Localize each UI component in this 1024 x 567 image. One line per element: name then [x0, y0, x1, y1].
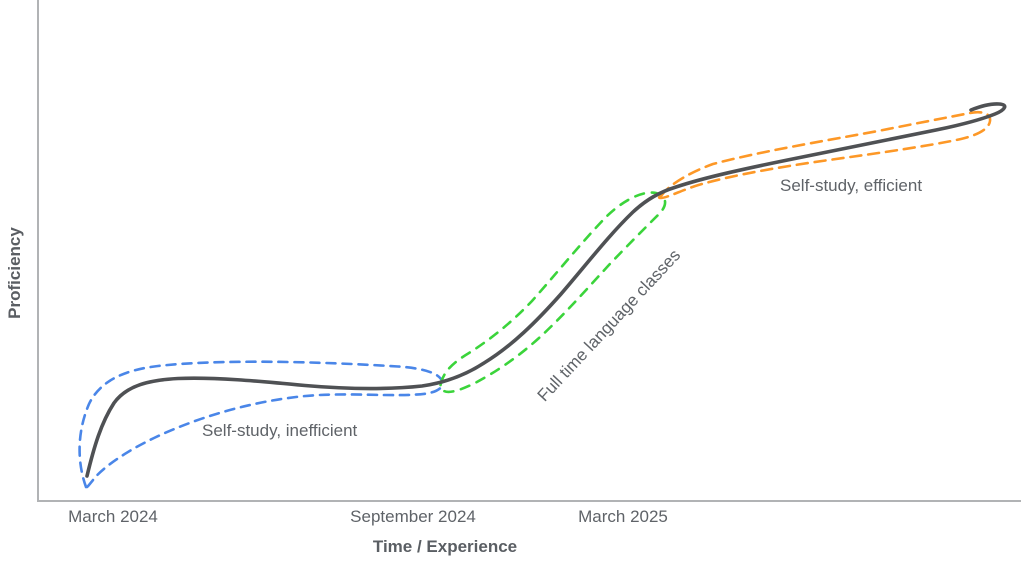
highlight-loop-self-study-efficient [657, 110, 992, 200]
x-axis-title: Time / Experience [372, 537, 518, 556]
highlight-loop-self-study-inefficient [78, 360, 444, 489]
x-tick-september-2024: September 2024 [350, 507, 476, 526]
annotation-self-study-efficient: Self-study, efficient [780, 176, 923, 195]
x-tick-march-2024: March 2024 [68, 507, 158, 526]
proficiency-curve [85, 102, 1007, 478]
annotation-self-study-inefficient: Self-study, inefficient [202, 421, 358, 440]
y-axis-title: Proficiency [5, 227, 24, 319]
x-tick-march-2025: March 2025 [578, 507, 668, 526]
